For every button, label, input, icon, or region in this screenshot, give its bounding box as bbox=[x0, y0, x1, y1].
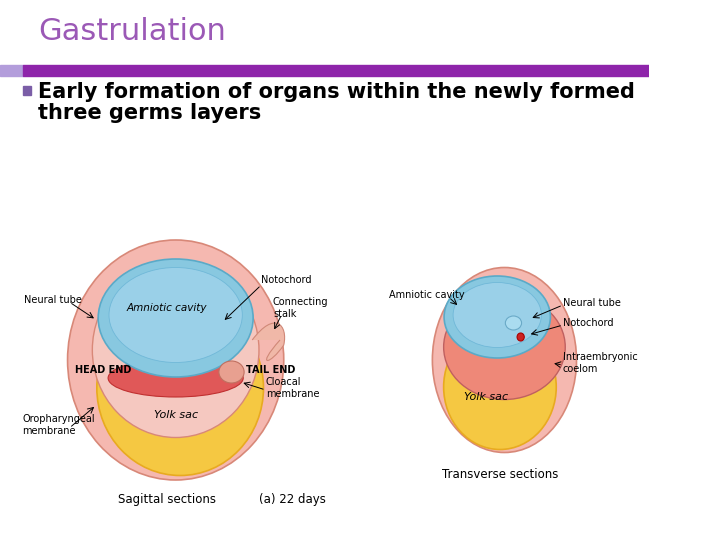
Text: Notochord: Notochord bbox=[261, 275, 312, 285]
Text: Oropharyngeal
membrane: Oropharyngeal membrane bbox=[22, 414, 95, 436]
Text: Early formation of organs within the newly formed: Early formation of organs within the new… bbox=[38, 82, 635, 102]
Ellipse shape bbox=[517, 333, 524, 341]
Bar bbox=[22, 86, 31, 95]
Text: Yolk sac: Yolk sac bbox=[464, 392, 508, 402]
Text: HEAD END: HEAD END bbox=[75, 365, 131, 375]
Text: Cloacal
membrane: Cloacal membrane bbox=[266, 377, 319, 399]
Ellipse shape bbox=[109, 267, 243, 362]
Ellipse shape bbox=[98, 259, 253, 377]
Text: Amniotic cavity: Amniotic cavity bbox=[389, 290, 465, 300]
Text: TAIL END: TAIL END bbox=[246, 365, 295, 375]
Text: Notochord: Notochord bbox=[563, 318, 613, 328]
Text: Amniotic cavity: Amniotic cavity bbox=[127, 303, 207, 313]
Text: three germs layers: three germs layers bbox=[38, 103, 261, 123]
Ellipse shape bbox=[453, 282, 541, 348]
Ellipse shape bbox=[444, 325, 557, 449]
Ellipse shape bbox=[96, 300, 264, 476]
Text: Connecting
stalk: Connecting stalk bbox=[273, 297, 328, 319]
Ellipse shape bbox=[219, 361, 244, 383]
Text: Intraembryonic
coelom: Intraembryonic coelom bbox=[563, 352, 638, 374]
Text: Yolk sac: Yolk sac bbox=[153, 410, 198, 420]
Text: (a) 22 days: (a) 22 days bbox=[259, 494, 326, 507]
Text: Transverse sections: Transverse sections bbox=[442, 469, 558, 482]
Ellipse shape bbox=[68, 240, 284, 480]
Ellipse shape bbox=[108, 359, 243, 397]
Bar bbox=[0, 65, 22, 76]
Ellipse shape bbox=[444, 276, 550, 358]
Text: Neural tube: Neural tube bbox=[563, 298, 621, 308]
Text: Neural tube: Neural tube bbox=[24, 295, 82, 305]
Text: Gastrulation: Gastrulation bbox=[38, 17, 225, 46]
Text: Sagittal sections: Sagittal sections bbox=[117, 494, 216, 507]
Ellipse shape bbox=[444, 294, 565, 400]
Bar bbox=[22, 65, 649, 76]
PathPatch shape bbox=[252, 323, 284, 361]
Ellipse shape bbox=[92, 262, 259, 437]
Ellipse shape bbox=[433, 267, 577, 453]
Ellipse shape bbox=[505, 316, 521, 330]
